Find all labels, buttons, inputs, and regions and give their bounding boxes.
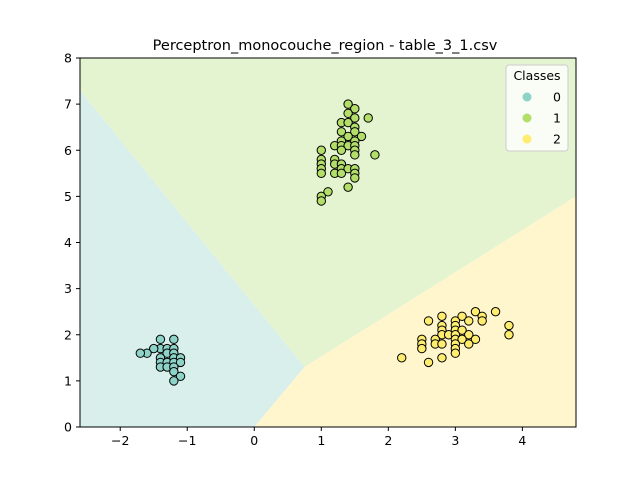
data-point-class-1 (343, 182, 353, 192)
legend-label-class-1: 1 (553, 111, 561, 126)
data-point-class-2 (423, 316, 434, 326)
data-point-class-1 (350, 173, 360, 183)
data-point-class-1 (343, 99, 353, 109)
data-point-class-0 (135, 348, 146, 358)
legend-label-class-0: 0 (553, 90, 561, 105)
data-point-class-2 (490, 306, 501, 317)
data-point-class-2 (423, 357, 434, 368)
data-point-class-2 (437, 353, 447, 363)
legend-title: Classes (513, 68, 560, 83)
data-point-class-0 (169, 366, 179, 377)
region-class-2 (254, 196, 576, 427)
data-point-class-1 (323, 187, 333, 197)
x-tick-label: −1 (178, 433, 196, 448)
legend-marker-class-2 (522, 134, 532, 144)
y-tick-label: 4 (64, 235, 72, 250)
legend-marker-class-0 (522, 92, 532, 102)
data-point-class-2 (470, 306, 481, 317)
y-tick-label: 1 (64, 373, 72, 388)
x-tick-label: 2 (384, 433, 392, 448)
data-point-class-0 (169, 376, 179, 386)
x-axis: −2 −1 0 1 2 3 4 (111, 427, 526, 448)
y-axis: 0 1 2 3 4 5 6 7 8 (64, 51, 80, 435)
data-point-class-2 (437, 339, 447, 349)
data-point-class-2 (464, 339, 474, 349)
data-point-class-2 (437, 311, 447, 321)
data-point-class-0 (155, 334, 166, 345)
data-point-class-1 (350, 104, 360, 114)
y-tick-label: 5 (64, 189, 72, 204)
legend: Classes 0 1 2 (505, 64, 569, 152)
data-point-class-1 (343, 131, 353, 142)
data-point-class-2 (477, 316, 487, 326)
data-points (135, 99, 514, 386)
region-class-0 (80, 90, 305, 427)
x-tick-label: 4 (518, 433, 526, 448)
data-point-class-2 (457, 311, 467, 321)
y-tick-label: 6 (64, 143, 72, 158)
data-point-class-1 (350, 150, 360, 160)
data-point-class-2 (464, 330, 474, 340)
data-point-class-2 (504, 330, 514, 340)
data-point-class-0 (169, 334, 179, 345)
data-point-class-2 (457, 334, 467, 345)
data-point-class-1 (343, 117, 353, 128)
data-point-class-1 (350, 127, 360, 137)
x-tick-label: 0 (250, 433, 258, 448)
y-tick-label: 2 (64, 327, 72, 342)
data-point-class-1 (336, 168, 347, 179)
legend-box (505, 64, 569, 152)
data-point-class-2 (417, 343, 427, 354)
data-point-class-1 (363, 113, 373, 123)
region-class-1 (80, 58, 576, 368)
x-tick-label: 3 (451, 433, 459, 448)
data-point-class-1 (336, 145, 347, 155)
data-point-class-0 (175, 357, 186, 368)
data-point-class-2 (504, 320, 514, 331)
data-point-class-2 (397, 353, 407, 363)
data-point-class-2 (457, 325, 467, 335)
y-tick-label: 7 (64, 97, 72, 112)
data-point-class-1 (343, 108, 353, 119)
data-point-class-1 (316, 196, 326, 206)
x-tick-label: −2 (111, 433, 129, 448)
data-point-class-1 (316, 168, 326, 179)
data-point-class-1 (316, 145, 326, 155)
x-tick-label: 1 (317, 433, 325, 448)
data-point-class-0 (175, 371, 186, 381)
y-tick-label: 3 (64, 281, 72, 296)
data-point-class-0 (149, 343, 159, 354)
chart-title: Perceptron_monocouche_region - table_3_1… (153, 38, 498, 54)
data-point-class-1 (336, 127, 347, 137)
decision-regions (80, 58, 576, 427)
data-point-class-1 (350, 113, 360, 123)
data-point-class-2 (470, 334, 481, 345)
data-point-class-1 (356, 131, 367, 142)
legend-label-class-2: 2 (553, 132, 561, 147)
y-tick-label: 8 (64, 51, 72, 66)
y-tick-label: 0 (64, 420, 72, 435)
data-point-class-2 (450, 348, 461, 358)
data-point-class-1 (370, 150, 380, 160)
data-point-class-2 (464, 316, 474, 326)
legend-marker-class-1 (522, 113, 532, 123)
